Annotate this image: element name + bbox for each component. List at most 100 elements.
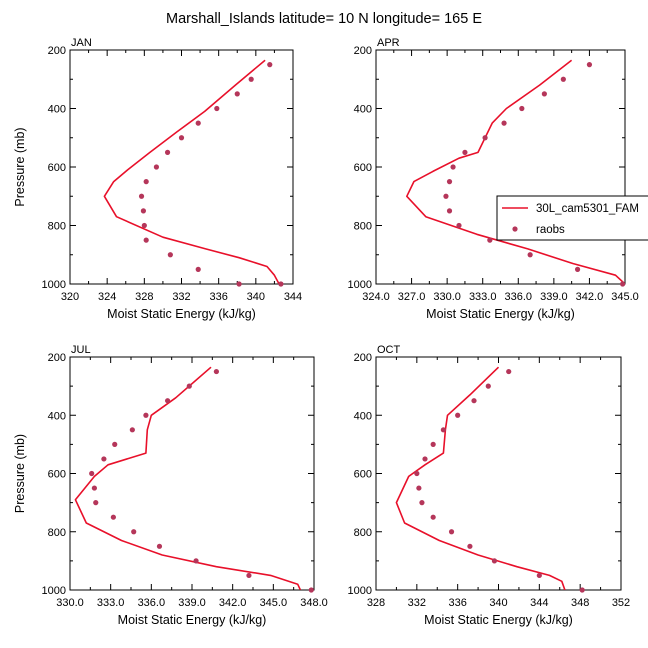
legend-obs-swatch [512,226,518,232]
panel-label: JAN [71,37,92,49]
y-tick-label: 600 [354,162,372,174]
raobs-point [541,91,547,97]
y-tick-label: 1000 [42,585,66,597]
x-tick-label: 332 [408,597,426,609]
x-tick-label: 342.0 [576,291,604,303]
raobs-point [586,62,593,68]
raobs-point [506,368,512,375]
y-tick-label: 800 [354,527,372,539]
raobs-point [419,500,425,506]
raobs-point [462,149,468,155]
x-tick-label: 345.0 [611,291,639,303]
y-axis-title: Pressure (mb) [13,434,27,513]
raobs-point [195,266,201,272]
raobs-point [501,120,507,126]
raobs-point [110,514,116,520]
raobs-point [574,266,581,272]
x-tick-label: 348 [571,597,589,609]
raobs-point [278,281,284,287]
y-tick-label: 200 [354,352,372,364]
x-tick-label: 336.0 [138,597,166,609]
raobs-point [487,237,493,243]
raobs-point [450,164,456,170]
raobs-point [560,76,566,82]
model-series-line [74,366,302,590]
x-tick-label: 336 [209,291,227,303]
raobs-point [213,368,219,375]
raobs-point [112,441,118,447]
y-tick-label: 400 [354,104,372,116]
raobs-point [195,120,201,126]
y-axis-title: Pressure (mb) [13,127,27,206]
raobs-point [93,500,99,506]
x-tick-label: 336 [448,597,466,609]
raobs-point [536,572,542,579]
x-tick-label: 352 [612,597,630,609]
x-tick-label: 330.0 [56,597,84,609]
y-tick-label: 400 [354,410,372,422]
raobs-point [131,529,137,535]
raobs-point [193,558,199,564]
raobs-point [467,543,473,549]
x-axis-title: Moist Static Energy (kJ/kg) [424,613,573,627]
raobs-point [129,427,135,433]
raobs-point [214,105,220,112]
raobs-point [178,135,185,141]
raobs-point [620,281,626,287]
chart-panel-jul: 330.0 333.0 336.0 339.0 342.0 345.0 348.0 200 40… [13,344,328,627]
raobs-point [101,456,107,462]
x-tick-label: 345.0 [260,597,288,609]
raobs-point [448,529,455,535]
y-tick-label: 1000 [348,279,372,291]
panel-label: OCT [377,344,401,356]
x-tick-label: 336.0 [505,291,533,303]
y-tick-label: 600 [48,469,66,481]
chart-panel-oct: 328 332 336 340 344 348 352 200 400 600 800 1000 OCT… [348,344,631,627]
x-tick-label: 339.0 [540,291,568,303]
x-tick-label: 332 [172,291,190,303]
y-tick-label: 800 [48,527,66,539]
raobs-point [579,587,585,593]
x-axis-title: Moist Static Energy (kJ/kg) [107,307,256,321]
raobs-point [491,558,498,564]
x-tick-label: 324 [98,291,116,303]
raobs-point [471,398,477,404]
raobs-point [430,514,436,520]
raobs-point [416,485,422,491]
raobs-point [143,179,149,185]
x-tick-label: 333.0 [469,291,497,303]
chart-panel-jan: 320 324 328 332 336 340 344 200 400 600 800 1000 JAN… [13,37,302,321]
panels: 320 324 328 332 336 340 344 200 400 600 800 1000 JAN… [13,37,648,627]
x-tick-label: 320 [61,291,79,303]
y-tick-label: 400 [48,104,66,116]
raobs-point [164,149,171,155]
panel-label: APR [377,37,400,49]
x-tick-label: 348.0 [300,597,328,609]
raobs-point [234,91,240,97]
raobs-point [141,222,147,229]
x-tick-label: 339.0 [178,597,206,609]
raobs-point [519,105,525,112]
legend-obs-label: raobs [536,224,565,236]
raobs-point [153,164,160,170]
raobs-point [91,485,97,491]
x-tick-label: 344 [284,291,302,303]
raobs-point [482,135,488,141]
raobs-point [485,383,491,389]
x-tick-label: 344 [530,597,548,609]
legend-model-label: 30L_cam5301_FAM [536,203,639,215]
model-series-line [405,59,625,284]
model-series-line [395,366,566,590]
x-tick-label: 327.0 [398,291,426,303]
raobs-point [443,193,449,199]
raobs-point [186,383,192,389]
raobs-point [455,412,461,418]
raobs-point [267,62,273,68]
x-tick-label: 324.0 [362,291,390,303]
model-series-line [103,59,280,284]
x-tick-label: 342.0 [219,597,247,609]
figure-title: Marshall_Islands latitude= 10 N longitud… [166,11,482,27]
